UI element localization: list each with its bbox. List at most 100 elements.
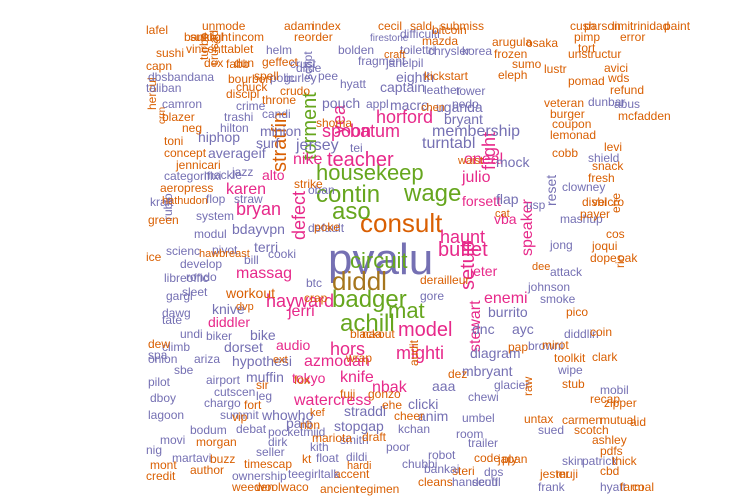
word-taliban: taliban: [146, 81, 182, 95]
word-diddl: diddl: [332, 266, 387, 296]
word-ice: ice: [146, 250, 162, 264]
word-cush: cush: [570, 19, 596, 33]
word-default: default: [308, 221, 345, 235]
word-audio: audio: [276, 337, 311, 353]
word-bryant: bryant: [444, 111, 483, 127]
word-pilot: pilot: [148, 375, 171, 389]
word-mackle: mackle: [204, 168, 243, 182]
word-crudo: crudo: [280, 84, 311, 98]
word-fox: fox: [294, 373, 311, 387]
word-btc: btc: [306, 276, 323, 290]
word-pap: pap: [508, 340, 529, 354]
word-seller: seller: [256, 445, 285, 459]
word-toni: toni: [164, 134, 184, 148]
word-neg: neg: [182, 121, 203, 135]
word-reset: reset: [543, 174, 559, 206]
word-tate: tate: [162, 313, 183, 327]
word-undi: undi: [180, 327, 203, 341]
word-zipper: zipper: [604, 396, 637, 410]
word-bourbon: bourbon: [228, 72, 273, 86]
word-ehe: ehe: [609, 192, 623, 213]
word-levi: levi: [604, 140, 623, 154]
word-parson: parson: [584, 19, 621, 33]
word-room: room: [456, 427, 484, 441]
word-author: author: [190, 463, 225, 477]
word-sleet: sleet: [182, 285, 208, 299]
word-gonzo: gonzo: [368, 387, 401, 401]
word-cleans: cleans: [418, 475, 453, 489]
word-diddler: diddler: [208, 314, 251, 330]
word-refund: refund: [610, 83, 645, 97]
word-surf: surf: [256, 135, 280, 151]
word-oneal: oneal: [464, 151, 504, 168]
word-toolkit: toolkit: [554, 351, 586, 365]
word-azmodan: azmodan: [304, 353, 370, 370]
word-bill: bill: [244, 253, 259, 267]
word-jeter: jeter: [470, 263, 498, 279]
word-trailer: trailer: [468, 436, 499, 450]
word-bankrol: bankrol: [184, 30, 224, 44]
word-dez: dez: [448, 367, 468, 381]
word-throne: throne: [262, 93, 297, 107]
word-payer: payer: [580, 207, 611, 221]
word-chen: chen: [421, 102, 445, 114]
word-float: float: [316, 451, 339, 465]
word-glacier: glacier: [494, 378, 530, 392]
word-ownership: ownership: [232, 469, 287, 483]
word-cobb: cobb: [552, 146, 579, 160]
word-thick: thick: [612, 454, 637, 468]
word-jerri: jerri: [288, 303, 315, 320]
word-dawg: dawg: [162, 306, 191, 320]
word-scienc: scienc: [166, 244, 201, 258]
word-cooki: cooki: [268, 247, 297, 261]
word-oak: oak: [618, 251, 638, 265]
word-lagoon: lagoon: [148, 408, 185, 422]
word-tower: tower: [456, 84, 486, 98]
word-sald: sald: [410, 19, 433, 33]
word-defect: defect: [289, 190, 309, 240]
word-disbi: disbi: [582, 195, 607, 209]
word-joqui: joqui: [592, 239, 618, 253]
word-hardi: hardi: [347, 460, 372, 472]
word-bryan: bryan: [236, 199, 282, 219]
word-robot: robot: [428, 448, 456, 462]
word-averageif: averageif: [208, 145, 266, 161]
word-weeden: weeden: [232, 480, 275, 494]
word-mariota: mariota: [312, 431, 353, 445]
word-ancient: ancient: [320, 482, 359, 496]
word-lemonad: lemonad: [550, 128, 597, 142]
word-membership: membership: [432, 123, 521, 140]
word-bolden: bolden: [338, 43, 375, 57]
word-snack: snack: [592, 159, 624, 173]
word-hyatt: hyatt: [600, 480, 627, 494]
word-frank: frank: [538, 480, 565, 494]
word-frozen: frozen: [494, 47, 528, 61]
word-summit: summit: [220, 408, 259, 422]
word-fabb: fabb: [226, 57, 250, 71]
word-jennicari: jennicari: [176, 158, 221, 172]
word-debat: debat: [236, 422, 267, 436]
word-circuit: circuit: [350, 248, 408, 273]
word-crust: crust: [290, 57, 317, 71]
word-scotch: scotch: [574, 423, 609, 437]
word-nbn: nbn: [300, 418, 321, 432]
word-craft: craft: [384, 49, 406, 61]
word-trashi: trashi: [224, 110, 254, 124]
word-minion: minion: [260, 123, 302, 139]
word-kef: kef: [310, 407, 325, 419]
word-candi: candi: [262, 107, 291, 121]
word-julio: julio: [462, 169, 491, 186]
word-janelpil: janelpil: [386, 56, 424, 70]
word-index: index: [312, 19, 341, 33]
word-wipe: wipe: [558, 363, 583, 377]
word-dunbar: dunbar: [588, 95, 626, 109]
word-diddlin: diddlin: [564, 327, 599, 341]
word-cat: cat: [495, 208, 510, 220]
word-jester: jester: [540, 467, 570, 481]
word-kchan: kchan: [398, 422, 431, 436]
word-alto: alto: [262, 167, 285, 183]
word-mcfadden: mcfadden: [618, 109, 671, 123]
word-umbel: umbel: [462, 411, 495, 425]
word-clicki: clicki: [408, 396, 439, 412]
word-carmen: carmen: [562, 413, 603, 427]
